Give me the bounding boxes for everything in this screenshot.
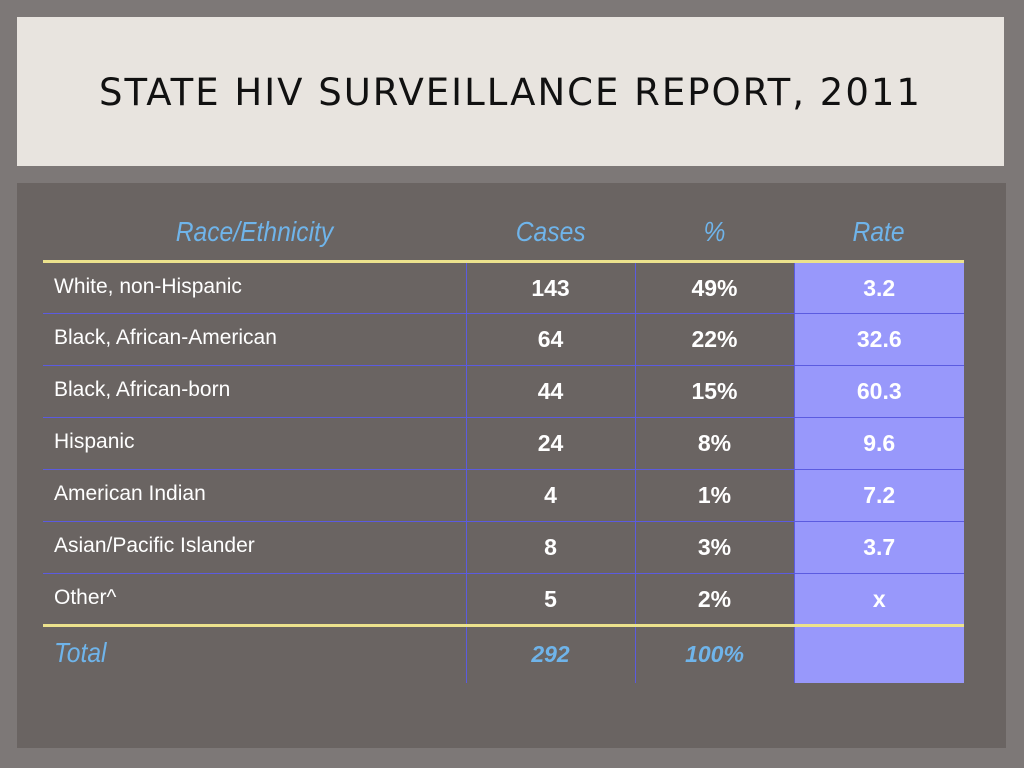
header-percent: % xyxy=(635,204,794,263)
table-row: American Indian 4 1% 7.2 xyxy=(43,469,964,522)
row-percent: 8% xyxy=(634,417,794,470)
header-race-ethnicity: Race/Ethnicity xyxy=(43,204,466,263)
table-row: Hispanic 24 8% 9.6 xyxy=(43,417,964,470)
row-label: Asian/Pacific Islander xyxy=(43,521,466,574)
content-panel: Race/Ethnicity Cases % Rate White, non-H… xyxy=(17,183,1006,748)
header-rate: Rate xyxy=(794,204,964,263)
row-percent: 22% xyxy=(634,313,794,366)
row-label: Black, African-American xyxy=(43,313,466,366)
row-rate: 32.6 xyxy=(793,313,964,366)
row-cases: 143 xyxy=(465,261,635,314)
row-label: Black, African-born xyxy=(43,365,466,418)
total-cases: 292 xyxy=(465,625,635,683)
row-rate: 3.2 xyxy=(793,261,964,314)
row-cases: 64 xyxy=(465,313,635,366)
row-percent: 49% xyxy=(634,261,794,314)
total-label: Total xyxy=(54,637,107,668)
table-row: White, non-Hispanic 143 49% 3.2 xyxy=(43,261,964,314)
row-label: American Indian xyxy=(43,469,466,522)
row-cases: 8 xyxy=(465,521,635,574)
row-rate: 9.6 xyxy=(793,417,964,470)
table-row: Asian/Pacific Islander 8 3% 3.7 xyxy=(43,521,964,574)
total-percent: 100% xyxy=(634,625,794,683)
table-row: Other^ 5 2% x xyxy=(43,573,964,627)
row-rate: x xyxy=(793,573,964,627)
header-row: Race/Ethnicity Cases % Rate xyxy=(43,204,964,263)
row-label: White, non-Hispanic xyxy=(54,275,242,298)
row-rate: 7.2 xyxy=(793,469,964,522)
table-row: Black, African-born 44 15% 60.3 xyxy=(43,365,964,418)
slide-title: STATE HIV SURVEILLANCE REPORT, 2011 xyxy=(99,71,922,114)
row-rate: 60.3 xyxy=(793,365,964,418)
row-rate: 3.7 xyxy=(793,521,964,574)
row-label: Hispanic xyxy=(43,417,466,470)
row-percent: 2% xyxy=(634,573,794,627)
row-label: Other^ xyxy=(43,573,466,627)
row-cases: 5 xyxy=(465,573,635,627)
header-cases: Cases xyxy=(466,204,635,263)
total-rate xyxy=(793,625,964,683)
row-percent: 15% xyxy=(634,365,794,418)
table-row: Black, African-American 64 22% 32.6 xyxy=(43,313,964,366)
row-percent: 3% xyxy=(634,521,794,574)
row-cases: 44 xyxy=(465,365,635,418)
surveillance-table: Race/Ethnicity Cases % Rate White, non-H… xyxy=(43,204,964,683)
row-percent: 1% xyxy=(634,469,794,522)
total-row: Total 292 100% xyxy=(43,625,964,683)
title-panel: STATE HIV SURVEILLANCE REPORT, 2011 xyxy=(17,17,1004,166)
row-cases: 4 xyxy=(465,469,635,522)
row-cases: 24 xyxy=(465,417,635,470)
